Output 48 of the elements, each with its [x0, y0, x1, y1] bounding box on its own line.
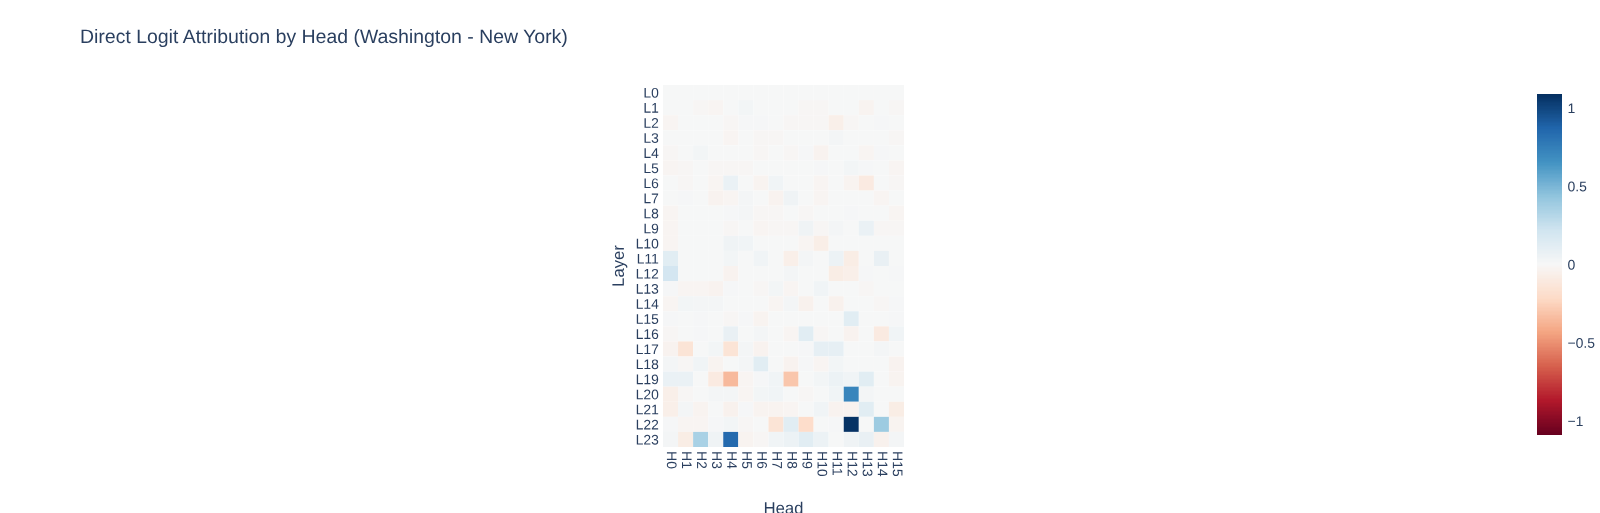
y-tick-label: L12: [636, 268, 659, 279]
x-tick-label: H13: [862, 452, 873, 477]
text: Direct Logit Attribution by Head (Washington - New York): [81, 28, 567, 48]
y-tick-label: L7: [644, 193, 659, 204]
y-tick-label: L4: [644, 148, 659, 158]
y-tick-label: L20: [636, 389, 659, 400]
y-tick-label: L5: [644, 163, 659, 174]
y-tick-label: L3: [644, 133, 659, 143]
y-tick-label: L15: [636, 314, 659, 324]
y-tick-label: L18: [636, 359, 659, 370]
y-tick-label: L8: [644, 208, 659, 219]
x-tick-label: H7: [772, 452, 782, 469]
x-tick-label: H8: [787, 452, 798, 469]
y-tick-label: L17: [636, 344, 659, 354]
x-tick-label: H0: [666, 452, 677, 469]
y-tick-label: L9: [644, 223, 659, 234]
y-tick-label: L22: [636, 419, 659, 430]
x-tick-label: H5: [742, 452, 752, 469]
y-tick-label: L0: [644, 87, 659, 98]
x-tick-label: H11: [832, 452, 843, 475]
y-tick-label: L6: [644, 178, 659, 189]
y-tick-label: L14: [636, 299, 659, 309]
x-tick-label: H2: [697, 452, 707, 469]
y-tick-label: L19: [636, 374, 659, 385]
color-bar-label: 0: [1568, 259, 1575, 270]
x-axis-title: Head: [764, 501, 803, 513]
x-tick-label: H14: [877, 452, 888, 477]
y-tick-label: L1: [644, 103, 659, 113]
x-tick-label: H1: [682, 452, 692, 469]
color-bar-label: 1: [1568, 103, 1575, 114]
x-tick-label: H3: [711, 452, 722, 469]
x-tick-label: H10: [817, 452, 828, 477]
color-bar-label: −0.5: [1568, 338, 1595, 348]
color-bar-label: 0.5: [1568, 181, 1587, 192]
y-tick-label: L16: [636, 329, 659, 340]
x-tick-label: H6: [757, 452, 768, 469]
x-tick-label: H12: [847, 452, 858, 476]
y-axis-title: Layer: [612, 245, 628, 286]
x-tick-label: H9: [802, 452, 813, 469]
y-tick-label: L11: [637, 253, 659, 264]
color-bar-label: −1: [1568, 416, 1583, 426]
y-tick-label: L10: [636, 238, 659, 249]
y-tick-label: L21: [636, 404, 659, 415]
x-tick-label: H15: [892, 452, 903, 477]
x-tick-label: H4: [727, 452, 737, 469]
y-tick-label: L2: [644, 118, 659, 128]
y-tick-label: L23: [636, 434, 659, 445]
y-tick-label: L13: [636, 283, 659, 294]
